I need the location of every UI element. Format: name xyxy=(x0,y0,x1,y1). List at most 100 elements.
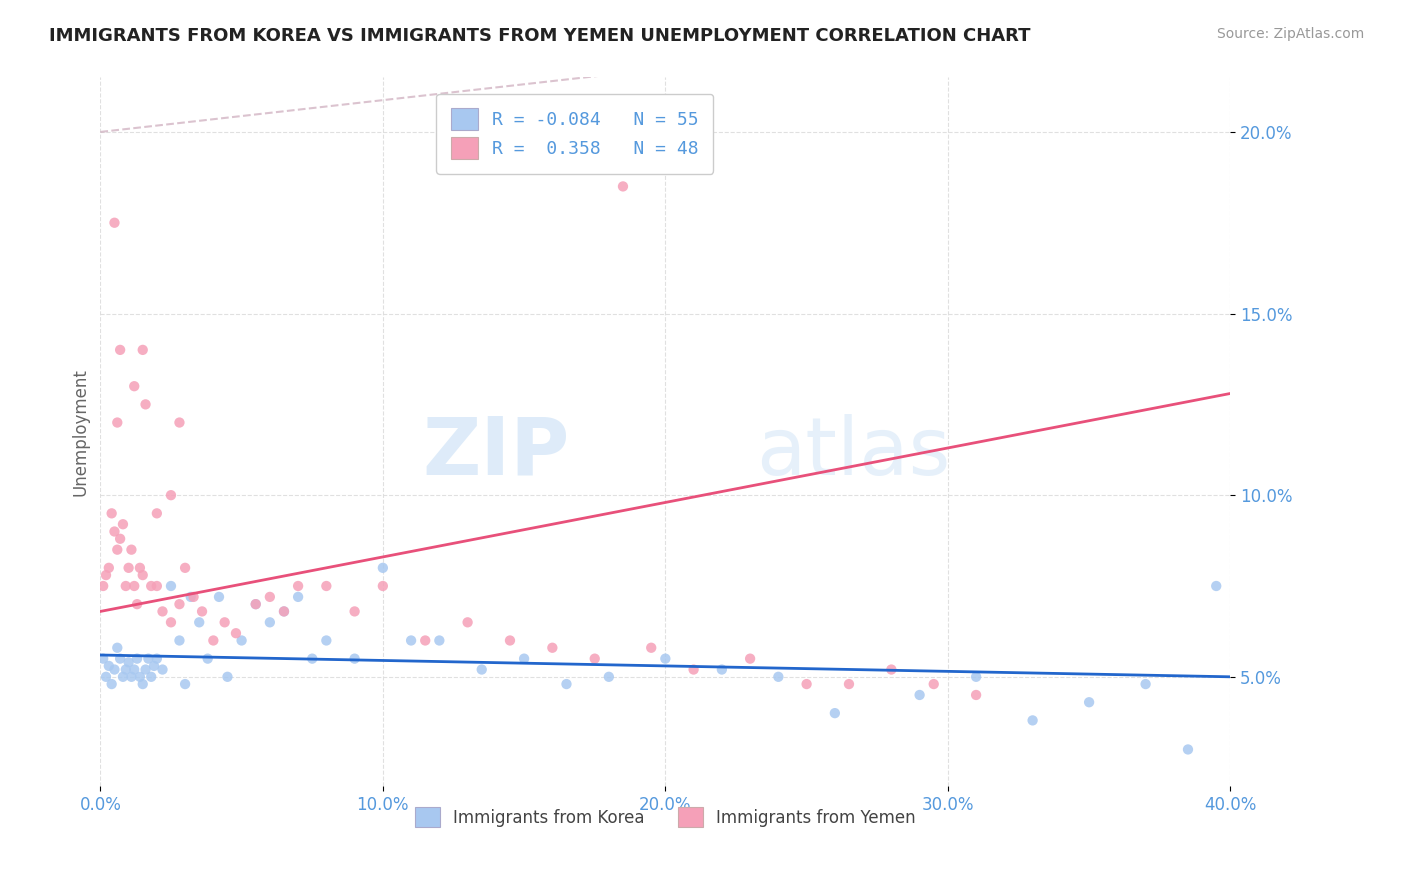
Point xyxy=(598,670,620,684)
Point xyxy=(114,663,136,677)
Point xyxy=(111,517,134,532)
Point xyxy=(315,633,337,648)
Y-axis label: Unemployment: Unemployment xyxy=(72,368,89,496)
Text: ZIP: ZIP xyxy=(422,414,569,491)
Point xyxy=(499,633,522,648)
Point xyxy=(132,343,155,357)
Point xyxy=(117,561,139,575)
Point xyxy=(245,597,267,611)
Point xyxy=(583,651,606,665)
Point xyxy=(399,633,422,648)
Point xyxy=(174,677,197,691)
Point xyxy=(100,677,122,691)
Point xyxy=(371,579,394,593)
Point xyxy=(108,651,131,665)
Point xyxy=(231,633,253,648)
Point xyxy=(108,343,131,357)
Point xyxy=(301,651,323,665)
Point xyxy=(427,633,450,648)
Point xyxy=(191,604,214,618)
Point xyxy=(922,677,945,691)
Point xyxy=(160,615,183,630)
Point xyxy=(125,597,148,611)
Point xyxy=(103,663,125,677)
Point xyxy=(169,597,191,611)
Point xyxy=(315,579,337,593)
Point xyxy=(217,670,239,684)
Point xyxy=(141,579,163,593)
Point xyxy=(1021,714,1043,728)
Point xyxy=(214,615,236,630)
Point xyxy=(287,579,309,593)
Point xyxy=(146,506,169,520)
Point xyxy=(135,663,157,677)
Point xyxy=(91,579,114,593)
Point xyxy=(146,579,169,593)
Point xyxy=(152,604,174,618)
Point xyxy=(103,524,125,539)
Point xyxy=(413,633,436,648)
Point xyxy=(838,677,860,691)
Point xyxy=(183,590,205,604)
Point xyxy=(640,640,662,655)
Point xyxy=(541,640,564,655)
Point xyxy=(682,663,704,677)
Point xyxy=(120,670,142,684)
Point xyxy=(169,416,191,430)
Point xyxy=(1177,742,1199,756)
Point xyxy=(273,604,295,618)
Point xyxy=(105,542,128,557)
Point xyxy=(160,488,183,502)
Point xyxy=(208,590,231,604)
Point xyxy=(824,706,846,720)
Point xyxy=(125,651,148,665)
Text: Source: ZipAtlas.com: Source: ZipAtlas.com xyxy=(1216,27,1364,41)
Point xyxy=(1078,695,1101,709)
Point xyxy=(259,615,281,630)
Point xyxy=(97,659,120,673)
Point xyxy=(225,626,247,640)
Point xyxy=(120,542,142,557)
Point xyxy=(796,677,818,691)
Point xyxy=(180,590,202,604)
Point xyxy=(129,561,152,575)
Point xyxy=(122,379,145,393)
Point xyxy=(287,590,309,604)
Point xyxy=(612,179,634,194)
Point xyxy=(710,663,733,677)
Point xyxy=(1135,677,1157,691)
Point xyxy=(97,561,120,575)
Point xyxy=(105,640,128,655)
Point xyxy=(371,561,394,575)
Point xyxy=(965,670,987,684)
Point xyxy=(513,651,536,665)
Point xyxy=(245,597,267,611)
Point xyxy=(132,677,155,691)
Point xyxy=(273,604,295,618)
Point xyxy=(768,670,790,684)
Point xyxy=(259,590,281,604)
Point xyxy=(188,615,211,630)
Point xyxy=(343,651,366,665)
Point xyxy=(471,663,494,677)
Point xyxy=(908,688,931,702)
Point xyxy=(94,670,117,684)
Point xyxy=(122,579,145,593)
Point xyxy=(141,670,163,684)
Point xyxy=(965,688,987,702)
Point xyxy=(197,651,219,665)
Point xyxy=(152,663,174,677)
Point xyxy=(111,670,134,684)
Point xyxy=(132,568,155,582)
Point xyxy=(100,506,122,520)
Text: atlas: atlas xyxy=(756,414,950,491)
Point xyxy=(169,633,191,648)
Legend: Immigrants from Korea, Immigrants from Yemen: Immigrants from Korea, Immigrants from Y… xyxy=(408,800,922,834)
Point xyxy=(138,651,160,665)
Point xyxy=(143,659,166,673)
Point xyxy=(343,604,366,618)
Point xyxy=(129,670,152,684)
Point xyxy=(103,216,125,230)
Point xyxy=(105,416,128,430)
Text: IMMIGRANTS FROM KOREA VS IMMIGRANTS FROM YEMEN UNEMPLOYMENT CORRELATION CHART: IMMIGRANTS FROM KOREA VS IMMIGRANTS FROM… xyxy=(49,27,1031,45)
